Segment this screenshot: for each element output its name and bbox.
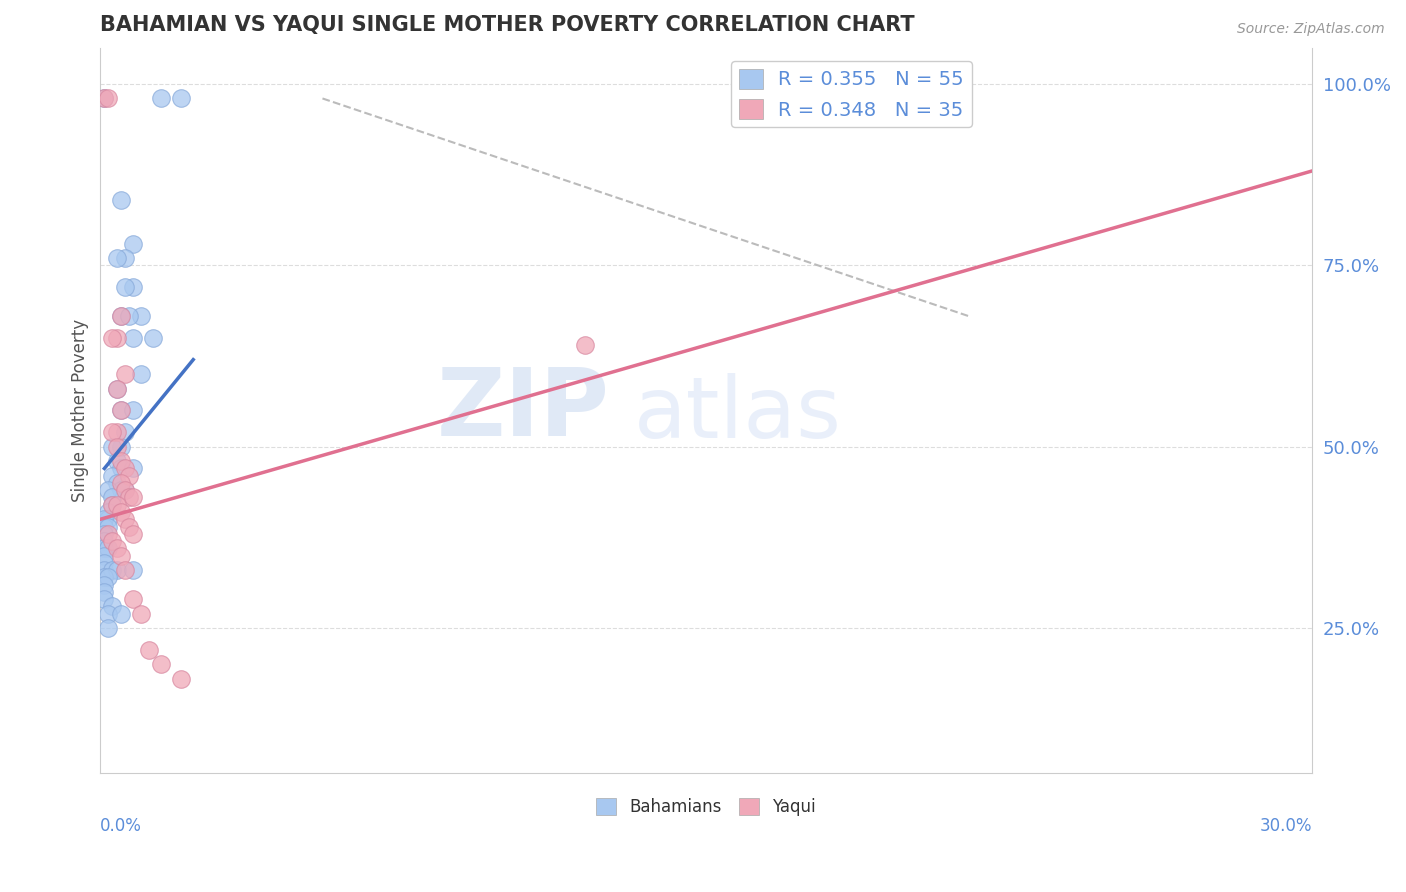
Point bbox=[110, 461, 132, 475]
Point bbox=[93, 563, 115, 577]
Point bbox=[129, 607, 152, 621]
Point bbox=[93, 91, 115, 105]
Text: BAHAMIAN VS YAQUI SINGLE MOTHER POVERTY CORRELATION CHART: BAHAMIAN VS YAQUI SINGLE MOTHER POVERTY … bbox=[100, 15, 915, 35]
Text: 30.0%: 30.0% bbox=[1260, 817, 1312, 835]
Point bbox=[93, 519, 115, 533]
Point bbox=[105, 563, 128, 577]
Text: Source: ZipAtlas.com: Source: ZipAtlas.com bbox=[1237, 22, 1385, 37]
Point bbox=[105, 475, 128, 490]
Point bbox=[121, 526, 143, 541]
Point bbox=[142, 331, 165, 345]
Point bbox=[114, 483, 136, 498]
Point bbox=[117, 491, 139, 505]
Point bbox=[170, 91, 193, 105]
Point bbox=[105, 331, 128, 345]
Point bbox=[117, 519, 139, 533]
Point bbox=[110, 505, 132, 519]
Point bbox=[110, 403, 132, 417]
Point bbox=[121, 592, 143, 607]
Point bbox=[105, 454, 128, 468]
Point bbox=[149, 657, 172, 672]
Point bbox=[114, 251, 136, 265]
Point bbox=[121, 461, 143, 475]
Point bbox=[101, 468, 124, 483]
Point bbox=[97, 91, 120, 105]
Point bbox=[121, 331, 143, 345]
Point bbox=[93, 534, 115, 549]
Point bbox=[110, 440, 132, 454]
Point bbox=[114, 425, 136, 440]
Point bbox=[101, 563, 124, 577]
Point bbox=[97, 519, 120, 533]
Point bbox=[110, 483, 132, 498]
Y-axis label: Single Mother Poverty: Single Mother Poverty bbox=[72, 318, 89, 502]
Point bbox=[129, 309, 152, 323]
Point bbox=[110, 549, 132, 563]
Point bbox=[117, 309, 139, 323]
Point bbox=[105, 440, 128, 454]
Point bbox=[110, 475, 132, 490]
Point bbox=[101, 498, 124, 512]
Point bbox=[110, 403, 132, 417]
Legend: Bahamians, Yaqui: Bahamians, Yaqui bbox=[589, 791, 823, 823]
Point bbox=[97, 621, 120, 635]
Point bbox=[121, 280, 143, 294]
Point bbox=[117, 468, 139, 483]
Point bbox=[121, 403, 143, 417]
Point bbox=[149, 91, 172, 105]
Point bbox=[101, 491, 124, 505]
Text: 0.0%: 0.0% bbox=[100, 817, 142, 835]
Point bbox=[93, 570, 115, 584]
Point bbox=[114, 280, 136, 294]
Point bbox=[105, 498, 128, 512]
Point bbox=[93, 541, 115, 556]
Point bbox=[97, 483, 120, 498]
Point bbox=[105, 382, 128, 396]
Point bbox=[574, 338, 596, 352]
Point bbox=[138, 643, 160, 657]
Point bbox=[114, 512, 136, 526]
Point bbox=[110, 309, 132, 323]
Point bbox=[170, 672, 193, 686]
Point bbox=[110, 193, 132, 207]
Point bbox=[110, 607, 132, 621]
Point bbox=[93, 526, 115, 541]
Point bbox=[93, 549, 115, 563]
Point bbox=[129, 367, 152, 381]
Point bbox=[93, 592, 115, 607]
Point bbox=[101, 534, 124, 549]
Point bbox=[114, 461, 136, 475]
Point bbox=[97, 541, 120, 556]
Point bbox=[101, 599, 124, 614]
Point bbox=[93, 584, 115, 599]
Point bbox=[110, 454, 132, 468]
Point bbox=[114, 367, 136, 381]
Text: atlas: atlas bbox=[634, 373, 841, 456]
Point bbox=[97, 526, 120, 541]
Point bbox=[101, 440, 124, 454]
Point bbox=[97, 512, 120, 526]
Text: ZIP: ZIP bbox=[436, 365, 609, 457]
Point bbox=[105, 425, 128, 440]
Point bbox=[105, 541, 128, 556]
Point bbox=[114, 563, 136, 577]
Point bbox=[105, 382, 128, 396]
Point bbox=[114, 483, 136, 498]
Point bbox=[101, 331, 124, 345]
Point bbox=[110, 309, 132, 323]
Point bbox=[101, 498, 124, 512]
Point bbox=[93, 577, 115, 591]
Point bbox=[121, 236, 143, 251]
Point bbox=[101, 425, 124, 440]
Point bbox=[93, 91, 115, 105]
Point bbox=[121, 563, 143, 577]
Point bbox=[121, 491, 143, 505]
Point bbox=[93, 512, 115, 526]
Point bbox=[97, 570, 120, 584]
Point bbox=[97, 607, 120, 621]
Point bbox=[105, 251, 128, 265]
Point bbox=[93, 556, 115, 570]
Point bbox=[97, 505, 120, 519]
